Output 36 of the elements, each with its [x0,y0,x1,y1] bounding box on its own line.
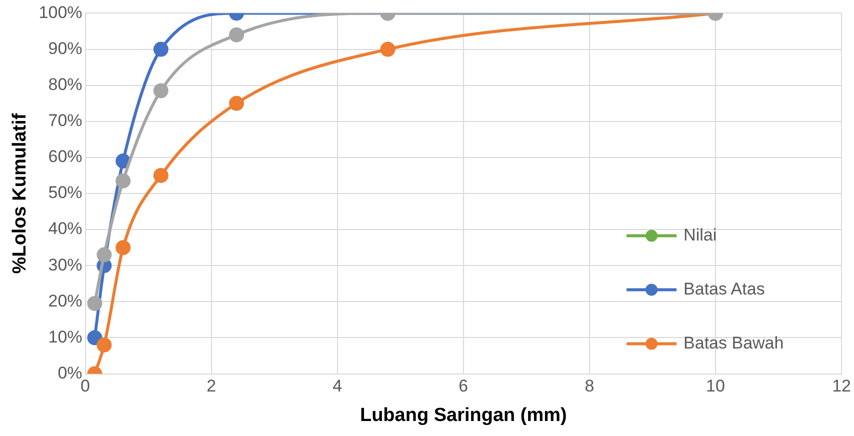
y-tick-label: 60% [48,147,82,166]
x-tick-label: 12 [832,376,852,396]
point [96,337,112,352]
y-tick-label: 40% [48,219,82,238]
point [153,83,168,98]
legend-label: Nilai [684,225,717,244]
point [116,240,131,256]
y-tick-label: 70% [48,111,82,130]
point [116,154,131,169]
y-tick-label: 30% [48,255,82,274]
y-tick-label: 80% [48,75,82,94]
y-tick-label: 10% [48,327,82,346]
y-tick-label: 20% [48,291,82,310]
point [116,173,131,188]
y-tick-label: 90% [48,38,82,58]
x-tick-label: 8 [584,376,594,396]
y-axis-title: %Lolos Kumulatif [10,112,31,274]
x-tick-label: 0 [80,376,90,396]
y-tick-label: 0% [58,363,82,382]
y-tick-label: 50% [48,183,82,202]
x-tick-label: 6 [458,376,468,396]
point [87,296,102,311]
x-tick-label: 4 [332,376,342,396]
point [153,168,168,183]
point [96,247,112,262]
point [229,27,244,42]
legend-label: Batas Atas [684,279,765,298]
x-axis-title: Lubang Saringan (mm) [360,404,567,426]
point [380,42,396,57]
legend-label: Batas Bawah [684,333,784,352]
point [87,330,102,346]
point [229,96,244,111]
x-tick-label: 2 [206,376,216,396]
point [153,42,168,57]
x-tick-label: 10 [706,376,725,396]
y-tick-label: 100% [38,2,82,22]
